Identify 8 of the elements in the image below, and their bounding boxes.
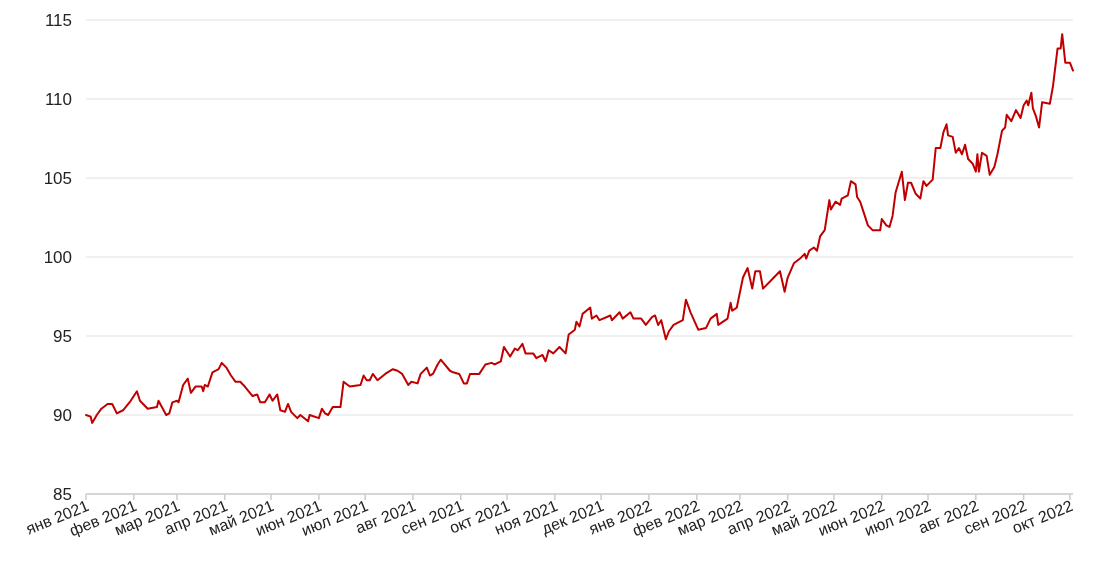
y-tick-label: 105 bbox=[43, 168, 72, 188]
y-tick-label: 85 bbox=[53, 484, 72, 504]
y-tick-label: 90 bbox=[53, 405, 72, 425]
y-tick-label: 110 bbox=[44, 89, 72, 109]
y-tick-label: 100 bbox=[43, 247, 72, 267]
y-tick-label: 95 bbox=[53, 326, 72, 346]
y-tick-label: 115 bbox=[44, 10, 72, 30]
line-series bbox=[85, 33, 1074, 424]
